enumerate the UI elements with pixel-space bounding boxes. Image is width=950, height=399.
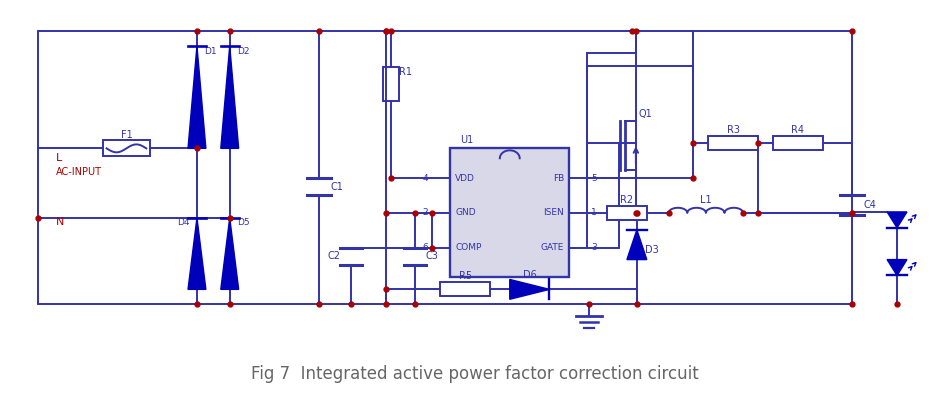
- Text: 3: 3: [591, 243, 597, 252]
- Text: GND: GND: [455, 208, 476, 217]
- Text: C1: C1: [331, 182, 343, 192]
- Polygon shape: [887, 260, 907, 275]
- Text: Q1: Q1: [639, 109, 653, 119]
- Bar: [103, 140, 150, 156]
- Bar: [383, 67, 399, 101]
- Bar: [709, 136, 758, 150]
- Text: 4: 4: [423, 174, 428, 183]
- Text: U1: U1: [460, 135, 473, 145]
- Text: COMP: COMP: [455, 243, 482, 252]
- Text: F1: F1: [121, 130, 132, 140]
- Text: D1: D1: [204, 47, 218, 55]
- Text: 6: 6: [423, 243, 428, 252]
- Polygon shape: [887, 212, 907, 228]
- Text: Fig 7  Integrated active power factor correction circuit: Fig 7 Integrated active power factor cor…: [251, 365, 699, 383]
- Text: VDD: VDD: [455, 174, 475, 183]
- Text: C4: C4: [864, 200, 877, 210]
- Text: D2: D2: [238, 47, 250, 55]
- Polygon shape: [220, 218, 238, 289]
- Text: R3: R3: [727, 125, 740, 136]
- Text: D6: D6: [522, 271, 537, 280]
- Text: ISEN: ISEN: [543, 208, 564, 217]
- Text: D5: D5: [238, 218, 250, 227]
- Text: FB: FB: [553, 174, 564, 183]
- Text: C2: C2: [328, 251, 340, 261]
- Polygon shape: [510, 279, 549, 299]
- Text: D4: D4: [177, 218, 189, 227]
- Text: N: N: [56, 217, 65, 227]
- Polygon shape: [220, 46, 238, 148]
- Text: R1: R1: [399, 67, 412, 77]
- Text: L: L: [56, 153, 62, 163]
- Text: D3: D3: [645, 245, 658, 255]
- Polygon shape: [188, 218, 206, 289]
- Bar: [607, 206, 647, 220]
- Text: AC-INPUT: AC-INPUT: [56, 167, 102, 177]
- Bar: [773, 136, 823, 150]
- Text: C3: C3: [426, 251, 439, 261]
- Text: 5: 5: [591, 174, 597, 183]
- Text: 2: 2: [423, 208, 428, 217]
- Text: L1: L1: [700, 195, 712, 205]
- Text: GATE: GATE: [541, 243, 564, 252]
- Text: 1: 1: [591, 208, 597, 217]
- Polygon shape: [627, 230, 647, 260]
- Text: R5: R5: [459, 271, 471, 281]
- Text: R2: R2: [620, 195, 634, 205]
- Bar: [440, 282, 490, 296]
- Bar: [450, 148, 569, 277]
- Polygon shape: [188, 46, 206, 148]
- Text: R4: R4: [791, 125, 805, 136]
